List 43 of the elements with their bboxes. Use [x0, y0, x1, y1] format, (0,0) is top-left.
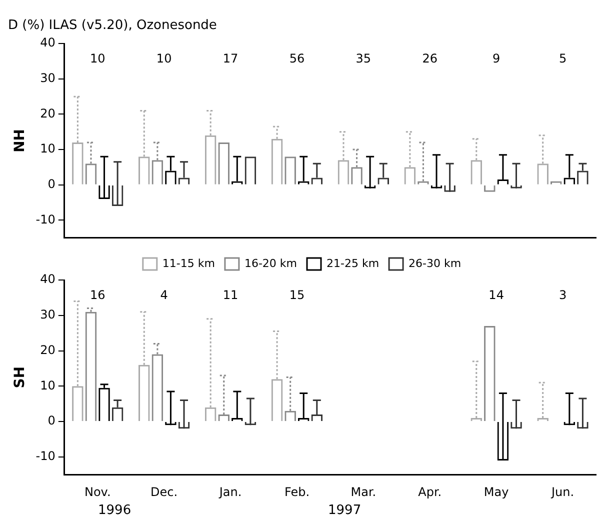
legend-label: 26-30 km — [408, 256, 462, 270]
annotation: 56 — [289, 52, 305, 66]
annotation: 35 — [356, 52, 372, 66]
legend-label: 21-25 km — [326, 256, 380, 270]
y-axis-title: SH — [12, 366, 28, 388]
text: 1996 — [98, 503, 132, 518]
y-tick-label: 10 — [40, 142, 56, 156]
annotation: 4 — [160, 288, 168, 302]
y-tick-label: 20 — [40, 106, 56, 120]
x-tick-label: Feb. — [284, 484, 310, 499]
y-tick-label: 40 — [40, 272, 56, 286]
x-tick-label: Jun. — [550, 484, 574, 499]
x-tick-label: Dec. — [150, 484, 178, 499]
annotation: 10 — [156, 52, 172, 66]
annotation: 10 — [90, 52, 106, 66]
y-tick-label: 20 — [40, 342, 56, 357]
y-tick-label: 0 — [48, 414, 56, 428]
y-tick-label: 10 — [40, 378, 56, 392]
annotation: 26 — [422, 52, 438, 66]
y-tick-label: 0 — [48, 176, 56, 191]
legend-label: 11-15 km — [162, 256, 215, 270]
annotation: 14 — [488, 288, 504, 302]
x-tick-label: Nov. — [84, 484, 111, 499]
x-tick-label: Apr. — [418, 484, 442, 499]
chart-title: D (%) ILAS (v5.20), Ozonesonde — [8, 18, 217, 34]
annotation: 15 — [289, 288, 305, 302]
y-tick-label: 30 — [40, 308, 56, 322]
x-tick-label: Mar. — [350, 484, 376, 499]
annotation: 17 — [222, 52, 238, 66]
y-tick-label: 30 — [40, 71, 56, 86]
y-tick-label: -10 — [36, 449, 56, 464]
annotation: 5 — [558, 52, 567, 66]
y-tick-label: 40 — [40, 36, 56, 50]
annotation: 3 — [558, 288, 567, 302]
annotation: 16 — [90, 288, 106, 302]
y-tick-label: -10 — [36, 212, 56, 226]
legend-label: 16-20 km — [244, 256, 297, 270]
x-tick-label: May — [484, 484, 509, 499]
y-axis-title: NH — [12, 128, 28, 152]
x-tick-label: Jan. — [218, 484, 242, 499]
annotation: 9 — [492, 52, 500, 66]
annotation: 11 — [222, 288, 238, 302]
text: 1997 — [328, 503, 362, 518]
